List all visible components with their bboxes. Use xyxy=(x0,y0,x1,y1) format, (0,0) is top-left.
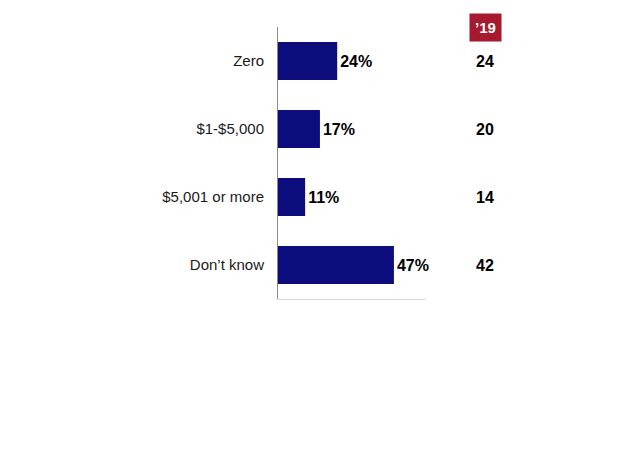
svg-text:42: 42 xyxy=(476,257,494,274)
svg-text:24%: 24% xyxy=(340,53,372,70)
svg-text:Zero: Zero xyxy=(233,52,264,69)
svg-text:14: 14 xyxy=(476,189,494,206)
svg-text:20: 20 xyxy=(476,121,494,138)
svg-text:11%: 11% xyxy=(308,189,339,206)
svg-text:$1-$5,000: $1-$5,000 xyxy=(196,120,264,137)
svg-text:’19: ’19 xyxy=(475,19,496,36)
svg-text:$5,001 or more: $5,001 or more xyxy=(162,188,264,205)
svg-text:24: 24 xyxy=(476,53,494,70)
svg-text:47%: 47% xyxy=(397,257,429,274)
svg-text:17%: 17% xyxy=(323,121,355,138)
svg-text:Don’t know: Don’t know xyxy=(190,256,264,273)
